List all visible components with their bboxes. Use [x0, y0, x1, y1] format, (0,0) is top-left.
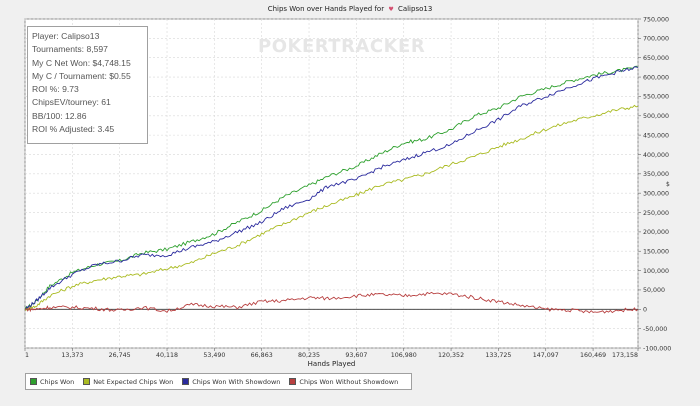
y-tick-label: 150,000 [643, 249, 669, 256]
series-line-net-expected-chips-won [24, 104, 639, 312]
x-tick-label: 120,352 [438, 352, 464, 359]
stat-roi: ROI %: 9.73 [32, 84, 79, 95]
legend-swatch [289, 378, 297, 385]
legend-label: Chips Won [40, 377, 75, 386]
y-tick-label: -50,000 [643, 326, 667, 333]
y-tick-label: 600,000 [643, 74, 669, 81]
x-axis-label: Hands Played [308, 360, 356, 368]
y-tick-label: 700,000 [643, 36, 669, 43]
stat-player: Player: Calipso13 [32, 31, 100, 41]
legend-item-net-expected[interactable]: Net Expected Chips Won [83, 378, 173, 386]
y-tick-label: 100,000 [643, 268, 669, 275]
x-tick-label: 53,490 [203, 352, 225, 359]
x-tick-label: 66,863 [251, 352, 273, 359]
stat-net-won: My C Net Won: $4,748.15 [32, 57, 131, 68]
y-tick-label: 50,000 [643, 287, 665, 294]
y-tick-label: 650,000 [643, 55, 669, 62]
stat-per-tournament: My C / Tournament: $0.55 [32, 70, 131, 81]
legend-label: Net Expected Chips Won [93, 377, 174, 386]
x-tick-label: 40,118 [156, 352, 178, 359]
y-tick-label: 400,000 [643, 152, 669, 159]
x-tick-label: 147,097 [533, 352, 559, 359]
y-tick-label: 250,000 [643, 210, 669, 217]
x-tick-label: 80,235 [298, 352, 320, 359]
stat-tournaments: Tournaments: 8,597 [32, 44, 108, 55]
heart-icon: ♥ [388, 6, 394, 13]
legend-label: Chips Won With Showdown [192, 377, 281, 386]
chart-title: Chips Won over Hands Played for ♥ Calips… [0, 5, 700, 13]
legend-swatch [83, 378, 91, 385]
legend-swatch [30, 378, 37, 385]
stat-chipsev: ChipsEV/tourney: 61 [32, 97, 111, 108]
series-line-chips-won-without-showdown [24, 291, 639, 314]
x-tick-label: 106,980 [391, 352, 417, 359]
stats-box: Player: Calipso13 Tournaments: 8,597 My … [27, 26, 148, 144]
chart-title-text: Chips Won over Hands Played for [267, 5, 385, 13]
x-tick-label: 26,745 [109, 352, 131, 359]
series-line-chips-won [24, 65, 639, 311]
y-tick-label: 0 [643, 307, 647, 314]
pokertracker-watermark: POKERTRACKER [258, 36, 426, 57]
series-line-chips-won-with-showdown [24, 66, 639, 310]
legend-item-with-showdown[interactable]: Chips Won With Showdown [182, 378, 280, 386]
y-tick-label: -100,000 [643, 345, 671, 352]
chart-title-player: Calipso13 [397, 5, 433, 13]
legend-swatch [182, 378, 190, 385]
x-tick-label: 160,469 [580, 352, 606, 359]
y-tick-label: 750,000 [643, 16, 669, 23]
stat-bb100: BB/100: 12.86 [32, 110, 87, 121]
x-tick-label: 13,373 [61, 352, 83, 359]
y-tick-label: 500,000 [643, 113, 669, 120]
legend-item-chips-won[interactable]: Chips Won [30, 378, 74, 386]
x-tick-label: 173,158 [612, 352, 638, 359]
y-tick-label: 200,000 [643, 229, 669, 236]
y-tick-label: 300,000 [643, 190, 669, 197]
y-tick-label: 550,000 [643, 94, 669, 101]
y-axis-symbol: $ [666, 181, 670, 188]
legend-item-without-showdown[interactable]: Chips Won Without Showdown [289, 378, 398, 386]
stat-roi-adjusted: ROI % Adjusted: 3.45 [32, 124, 115, 135]
chart-legend: Chips Won Net Expected Chips Won Chips W… [25, 373, 413, 390]
x-tick-label: 93,607 [345, 352, 367, 359]
legend-label: Chips Won Without Showdown [299, 377, 399, 386]
x-tick-label: 133,725 [485, 352, 511, 359]
y-tick-label: 350,000 [643, 171, 669, 178]
y-tick-label: 450,000 [643, 132, 669, 139]
x-tick-label: 1 [25, 352, 29, 359]
